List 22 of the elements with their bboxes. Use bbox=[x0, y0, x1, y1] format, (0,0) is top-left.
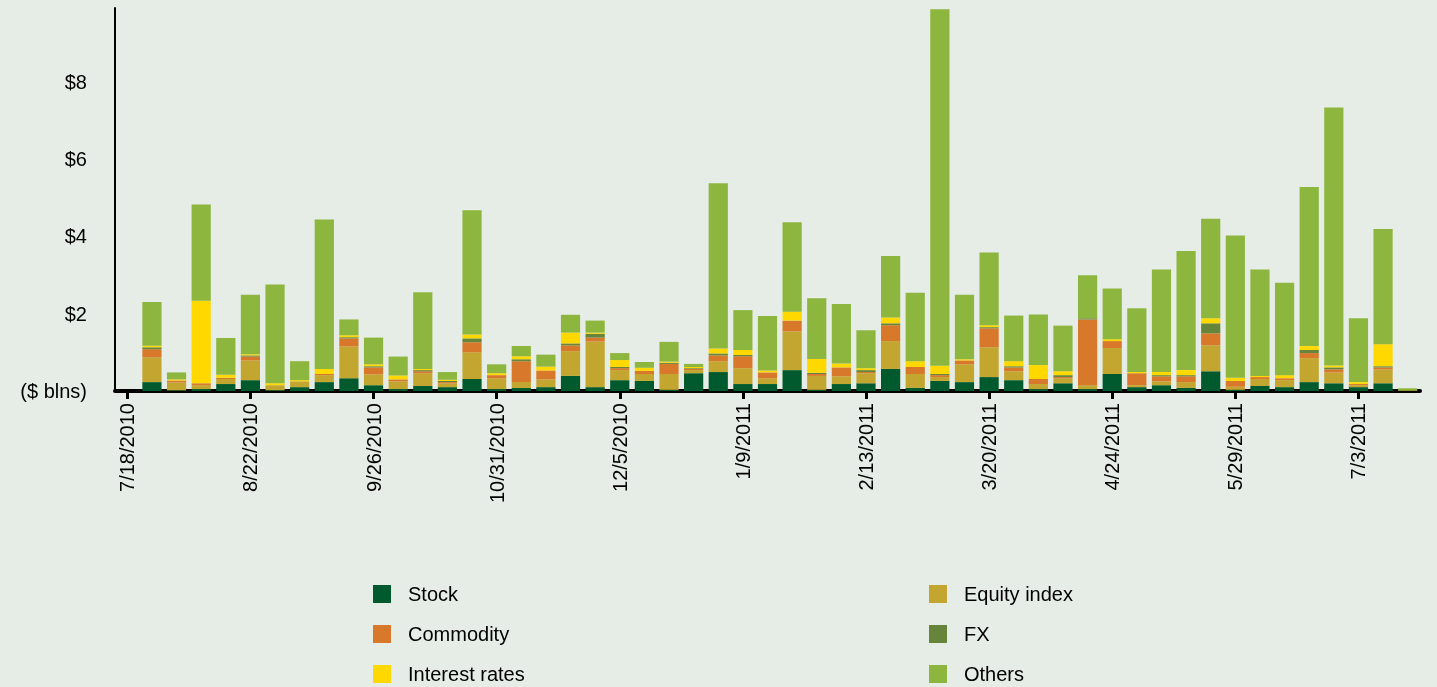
x-tick-label: 1/9/2011 bbox=[731, 403, 754, 480]
legend-label: Interest rates bbox=[408, 663, 525, 685]
x-tick-label: 12/5/2010 bbox=[608, 403, 631, 492]
x-tick-label: 4/24/2011 bbox=[1101, 403, 1124, 491]
x-tick-label: 7/3/2011 bbox=[1347, 403, 1370, 480]
legend-label: Commodity bbox=[408, 623, 510, 645]
y-tick-label: ($ blns) bbox=[20, 380, 87, 402]
x-tick-label: 2/13/2011 bbox=[854, 403, 877, 491]
legend-label: FX bbox=[964, 623, 990, 645]
y-tick-label: $6 bbox=[64, 147, 87, 170]
x-tick-label: 8/22/2010 bbox=[239, 403, 262, 492]
x-tick-label: 10/31/2010 bbox=[485, 403, 508, 504]
y-tick-label: $2 bbox=[64, 302, 87, 325]
y-tick-label: $8 bbox=[64, 70, 87, 93]
y-tick-label: $4 bbox=[64, 225, 87, 248]
legend-label: Others bbox=[964, 663, 1025, 685]
x-tick-label: 7/18/2010 bbox=[116, 403, 139, 492]
x-tick-label: 3/20/2011 bbox=[978, 403, 1001, 491]
legend-label: Equity index bbox=[964, 583, 1073, 605]
x-tick-label: 9/26/2010 bbox=[362, 403, 385, 492]
legend-label: Stock bbox=[408, 583, 460, 605]
x-tick-label: 5/29/2011 bbox=[1224, 403, 1247, 491]
